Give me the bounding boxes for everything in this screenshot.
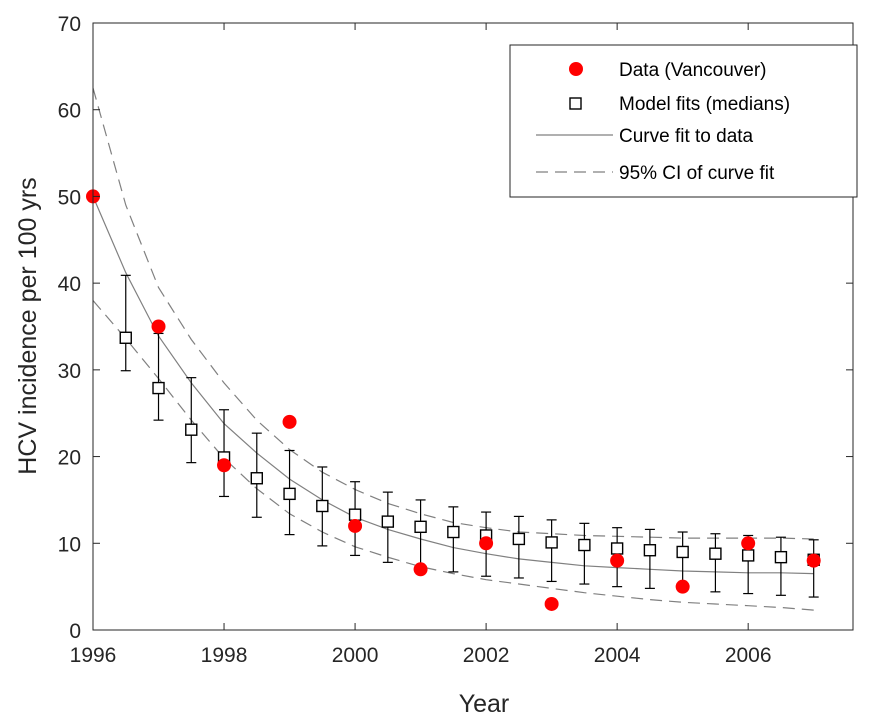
x-axis-label: Year xyxy=(459,690,510,718)
data-point xyxy=(741,536,756,551)
model-fit-point xyxy=(316,466,329,547)
y-axis-label: HCV incidence per 100 yrs xyxy=(14,177,42,474)
legend-label-ci: 95% CI of curve fit xyxy=(619,163,775,184)
data-point-layer xyxy=(86,189,821,611)
x-tick-label: 2000 xyxy=(332,644,379,667)
model-fit-point xyxy=(348,481,362,557)
model-fit-marker xyxy=(381,515,395,528)
model-fit-marker xyxy=(348,508,362,521)
data-point xyxy=(282,414,297,429)
model-fit-point xyxy=(414,499,427,570)
legend-label-data: Data (Vancouver) xyxy=(619,60,767,81)
ci-lower-line xyxy=(92,300,814,611)
model-fit-marker xyxy=(676,545,689,559)
data-point xyxy=(675,579,690,594)
model-fit-marker xyxy=(741,549,755,562)
y-tick-label: 10 xyxy=(58,533,81,556)
plot-area-frame xyxy=(92,22,854,631)
model-fit-point xyxy=(512,515,526,579)
y-tick-label: 20 xyxy=(58,447,81,470)
model-fit-point xyxy=(807,539,820,598)
data-point xyxy=(413,562,428,577)
x-tick-label: 2002 xyxy=(463,644,510,667)
model-fit-marker xyxy=(414,520,427,534)
y-tick-label: 0 xyxy=(69,620,81,643)
data-point xyxy=(479,536,494,551)
x-tick-label: 1998 xyxy=(201,644,248,667)
model-fit-point xyxy=(185,377,198,464)
model-fit-marker xyxy=(512,532,526,546)
legend: Data (Vancouver) Model fits (medians) Cu… xyxy=(509,44,858,198)
model-fit-point xyxy=(578,522,591,585)
model-fit-marker xyxy=(709,547,722,560)
model-fit-marker xyxy=(774,550,788,564)
model-fit-marker xyxy=(447,525,460,539)
data-point xyxy=(610,553,625,568)
model-fit-marker xyxy=(610,542,624,555)
model-fit-marker xyxy=(250,472,263,485)
model-fit-marker xyxy=(283,487,296,501)
data-point xyxy=(151,319,166,334)
model-fit-point xyxy=(774,536,788,596)
model-fit-point xyxy=(250,432,263,518)
model-fit-point xyxy=(217,409,231,498)
model-fit-point xyxy=(119,274,132,372)
model-fit-point xyxy=(709,533,722,593)
legend-box xyxy=(509,44,858,198)
model-fit-point xyxy=(381,491,395,563)
y-tick-label: 60 xyxy=(58,100,81,123)
data-point xyxy=(348,518,363,533)
data-point xyxy=(806,553,821,568)
y-tick-label: 70 xyxy=(58,13,81,36)
model-fit-point xyxy=(447,506,460,573)
model-fit-marker xyxy=(152,381,165,395)
legend-marker-data xyxy=(569,62,583,76)
y-tick-label: 40 xyxy=(58,273,81,296)
y-tick-label: 50 xyxy=(58,186,81,209)
legend-label-model: Model fits (medians) xyxy=(619,94,790,115)
model-fit-point xyxy=(283,449,296,536)
legend-label-curve: Curve fit to data xyxy=(619,126,754,147)
y-tick-label: 30 xyxy=(58,360,81,383)
model-fit-marker xyxy=(185,423,198,436)
model-fit-point xyxy=(152,332,165,421)
model-fit-marker xyxy=(545,536,558,549)
model-fit-point xyxy=(643,528,657,589)
model-fit-marker xyxy=(578,538,591,552)
model-fit-marker xyxy=(316,499,329,513)
model-fit-layer xyxy=(119,274,820,598)
model-fit-point xyxy=(545,519,558,583)
axes xyxy=(92,22,854,631)
data-point xyxy=(217,458,232,473)
x-tick-label: 1996 xyxy=(70,644,117,667)
x-tick-label: 2004 xyxy=(594,644,641,667)
legend-marker-model xyxy=(569,97,582,110)
tick-labels: 1996 1998 2000 2002 2004 2006 0 10 20 30 40 50 60 70 xyxy=(58,13,772,667)
x-tick-label: 2006 xyxy=(725,644,772,667)
model-fit-marker xyxy=(119,331,132,344)
data-point xyxy=(544,596,559,611)
model-fit-marker xyxy=(643,544,657,557)
